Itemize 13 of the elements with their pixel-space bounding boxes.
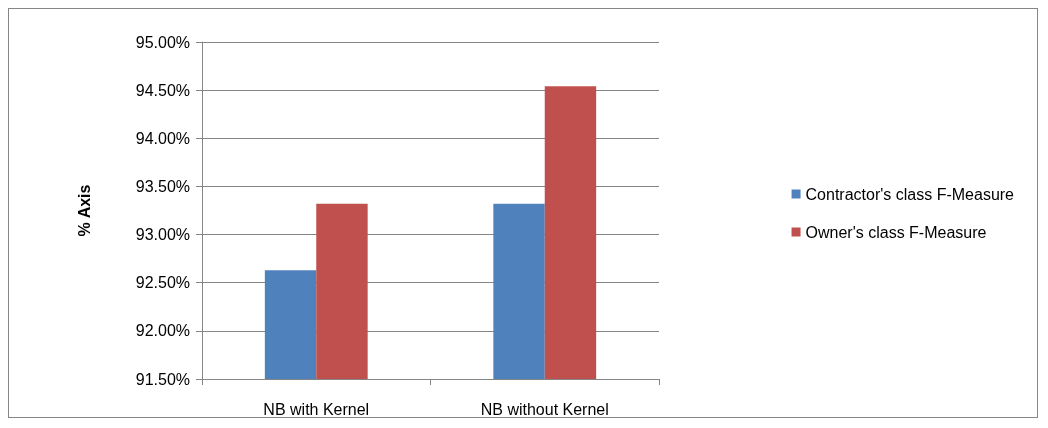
legend-label: Owner's class F-Measure: [805, 223, 987, 241]
y-tick-label: 93.00%: [135, 226, 190, 244]
y-tick-label: 92.00%: [135, 322, 190, 340]
y-tick-label: 91.50%: [135, 370, 190, 388]
y-tick-label: 92.50%: [135, 274, 190, 292]
y-tick-label: 94.00%: [135, 129, 190, 147]
x-tick-label: NB with Kernel: [263, 400, 370, 418]
y-tick-label: 93.50%: [135, 177, 190, 195]
y-tick-label: 94.50%: [135, 81, 190, 99]
y-axis-title: % Axis: [75, 184, 93, 237]
legend-label: Contractor's class F-Measure: [805, 185, 1015, 203]
x-tick-label: NB without Kernel: [480, 400, 609, 418]
y-tick-label: 95.00%: [135, 33, 190, 51]
